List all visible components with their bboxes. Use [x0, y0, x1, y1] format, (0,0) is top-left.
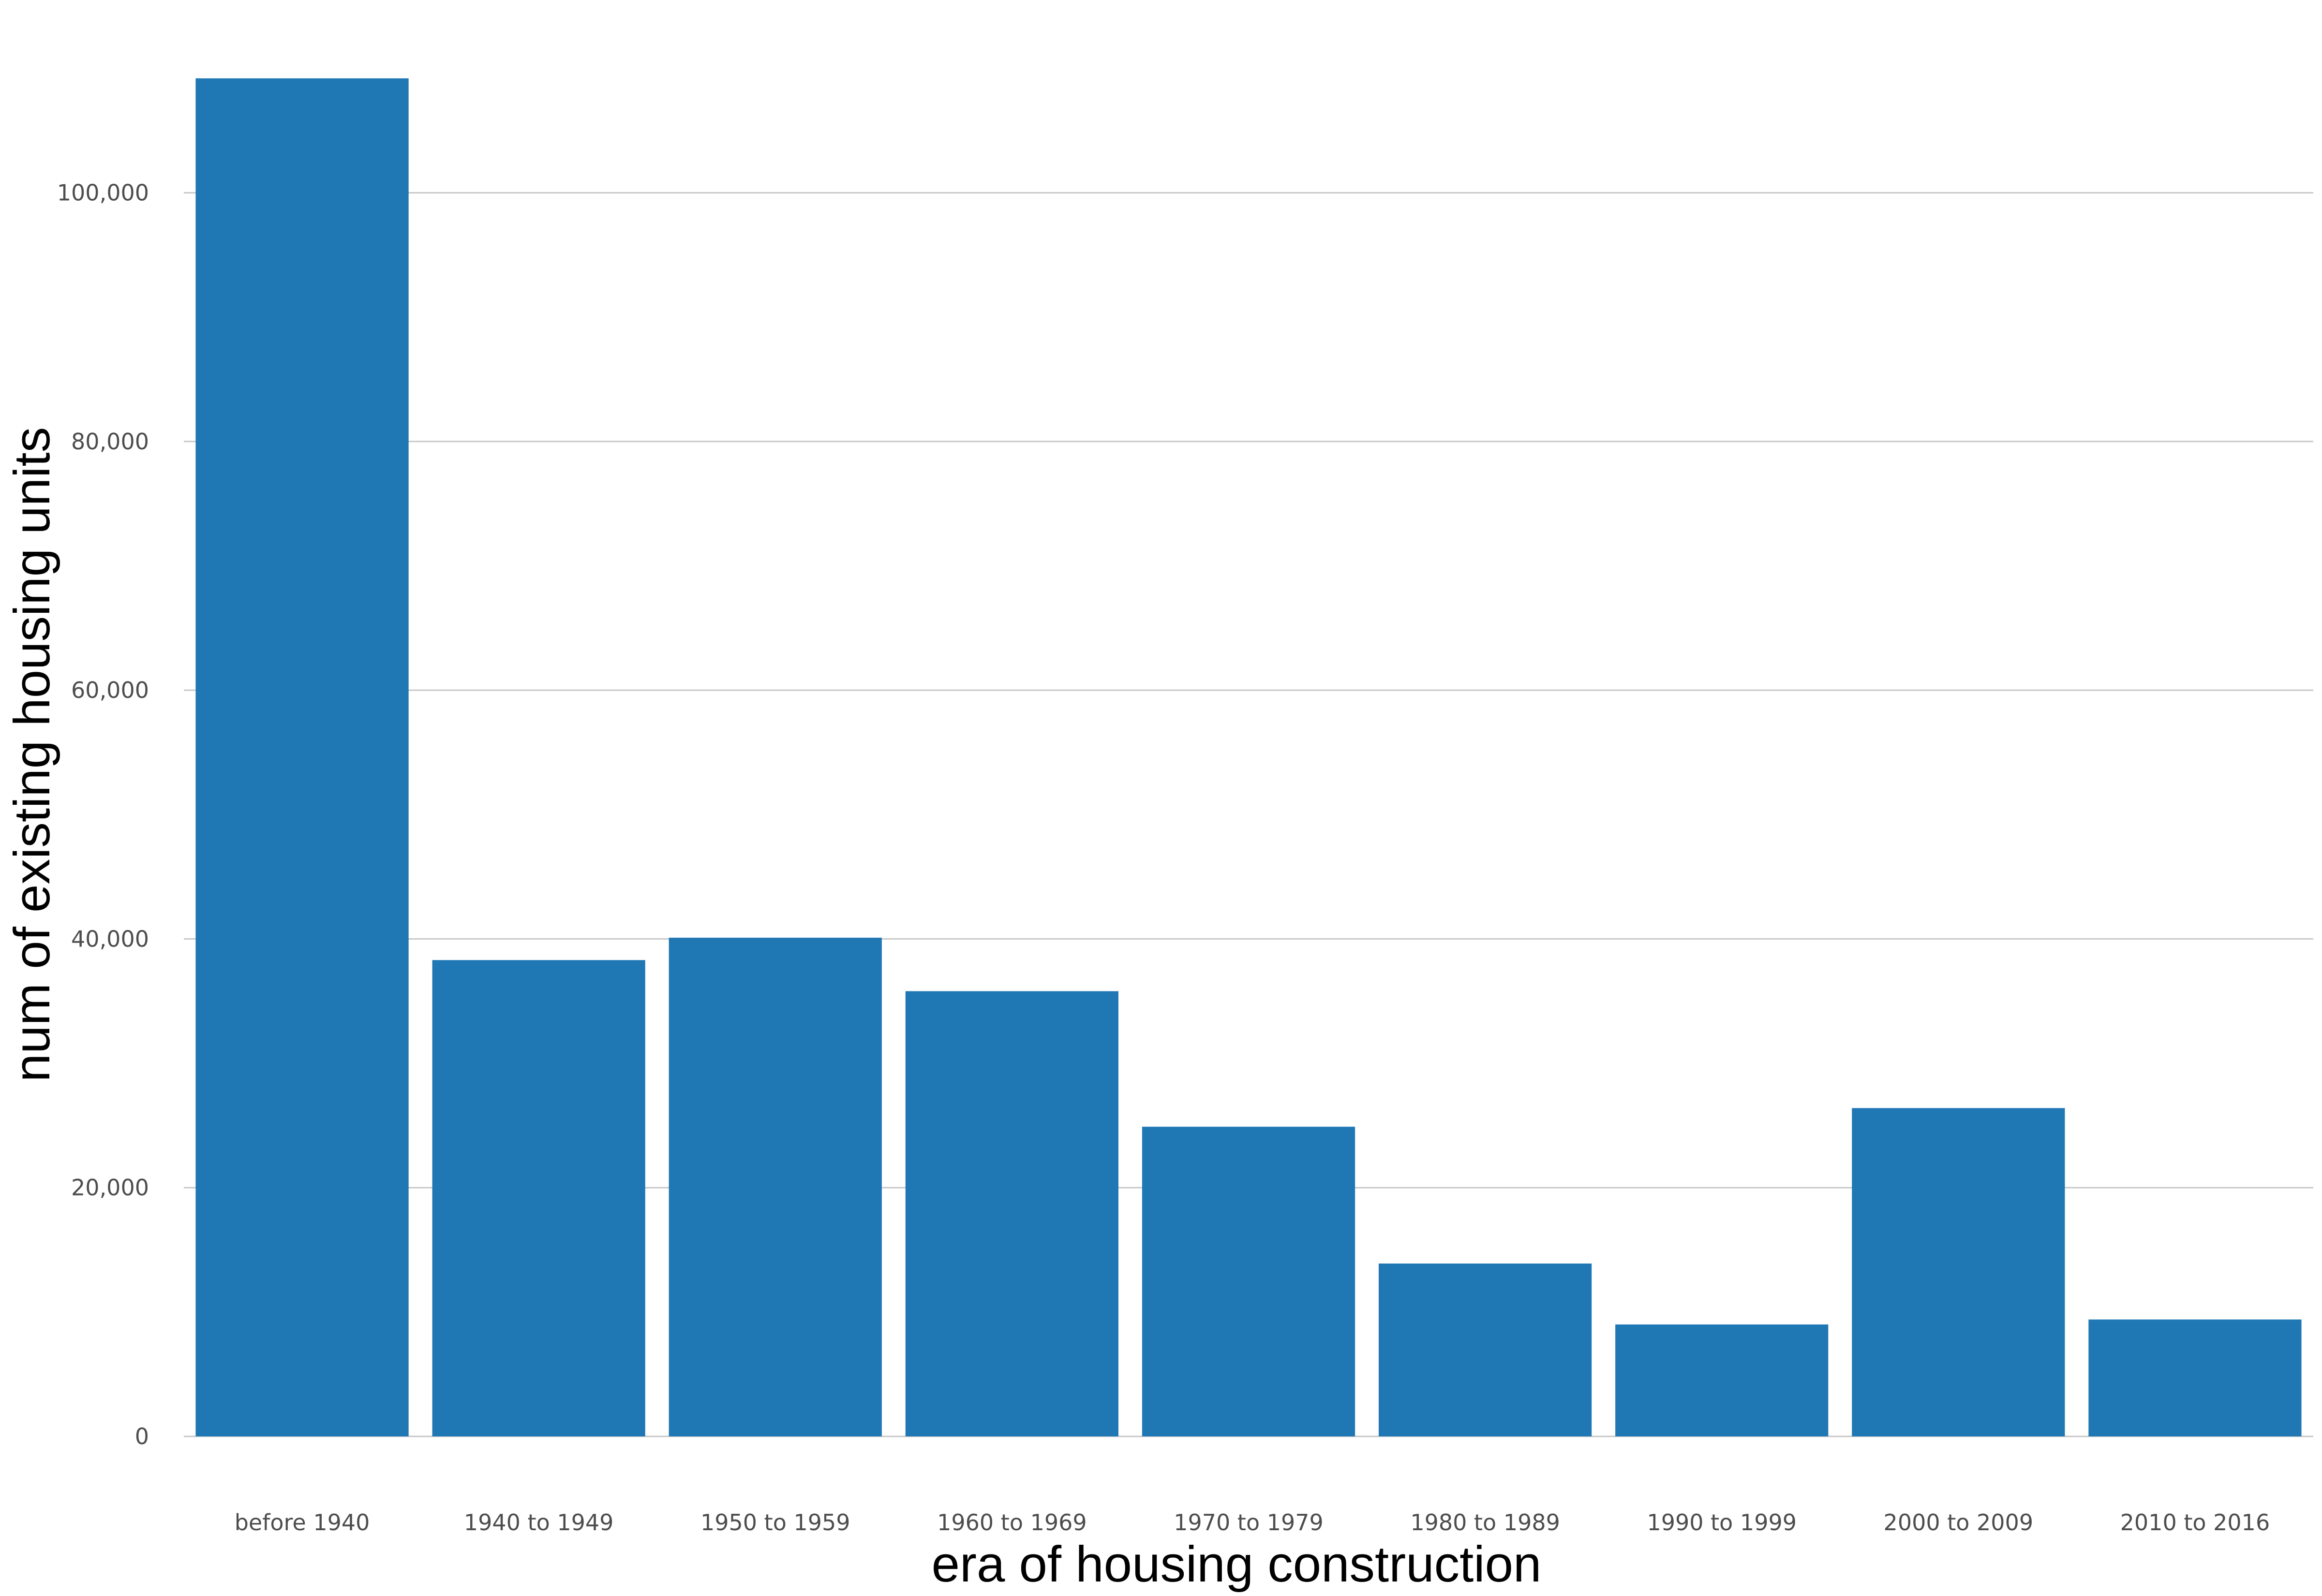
x-tick-label: 1960 to 1969: [937, 1509, 1087, 1536]
x-tick-label: 2000 to 2009: [1884, 1509, 2034, 1536]
x-tick-label: before 1940: [235, 1509, 370, 1536]
y-tick-label: 80,000: [71, 429, 149, 455]
x-tick-label: 1990 to 1999: [1647, 1509, 1797, 1536]
y-axis-ticks: 0 20,000 40,000 60,000 80,000 100,000: [57, 180, 149, 1449]
x-axis-ticks: before 1940 1940 to 1949 1950 to 1959 1960 …: [235, 1509, 2270, 1536]
bar: [669, 937, 882, 1436]
bars: [195, 78, 2302, 1436]
bar: [1852, 1108, 2065, 1436]
y-tick-label: 40,000: [71, 926, 149, 952]
x-tick-label: 1940 to 1949: [464, 1509, 614, 1536]
x-axis-title: era of housing construction: [932, 1536, 1542, 1593]
y-tick-label: 0: [135, 1423, 149, 1449]
bar: [1142, 1126, 1355, 1436]
y-tick-label: 20,000: [71, 1175, 149, 1201]
x-tick-label: 2010 to 2016: [2120, 1509, 2270, 1536]
y-tick-label: 100,000: [57, 180, 149, 206]
bar: [195, 78, 409, 1436]
x-tick-label: 1950 to 1959: [700, 1509, 850, 1536]
y-tick-label: 60,000: [71, 677, 149, 703]
bar: [2088, 1319, 2302, 1436]
x-tick-label: 1970 to 1979: [1174, 1509, 1324, 1536]
bar: [1379, 1263, 1592, 1436]
bar: [432, 960, 645, 1436]
bar: [1615, 1324, 1829, 1436]
x-tick-label: 1980 to 1989: [1410, 1509, 1560, 1536]
bar: [905, 991, 1118, 1436]
y-axis-title: num of existing housing units: [4, 427, 60, 1082]
